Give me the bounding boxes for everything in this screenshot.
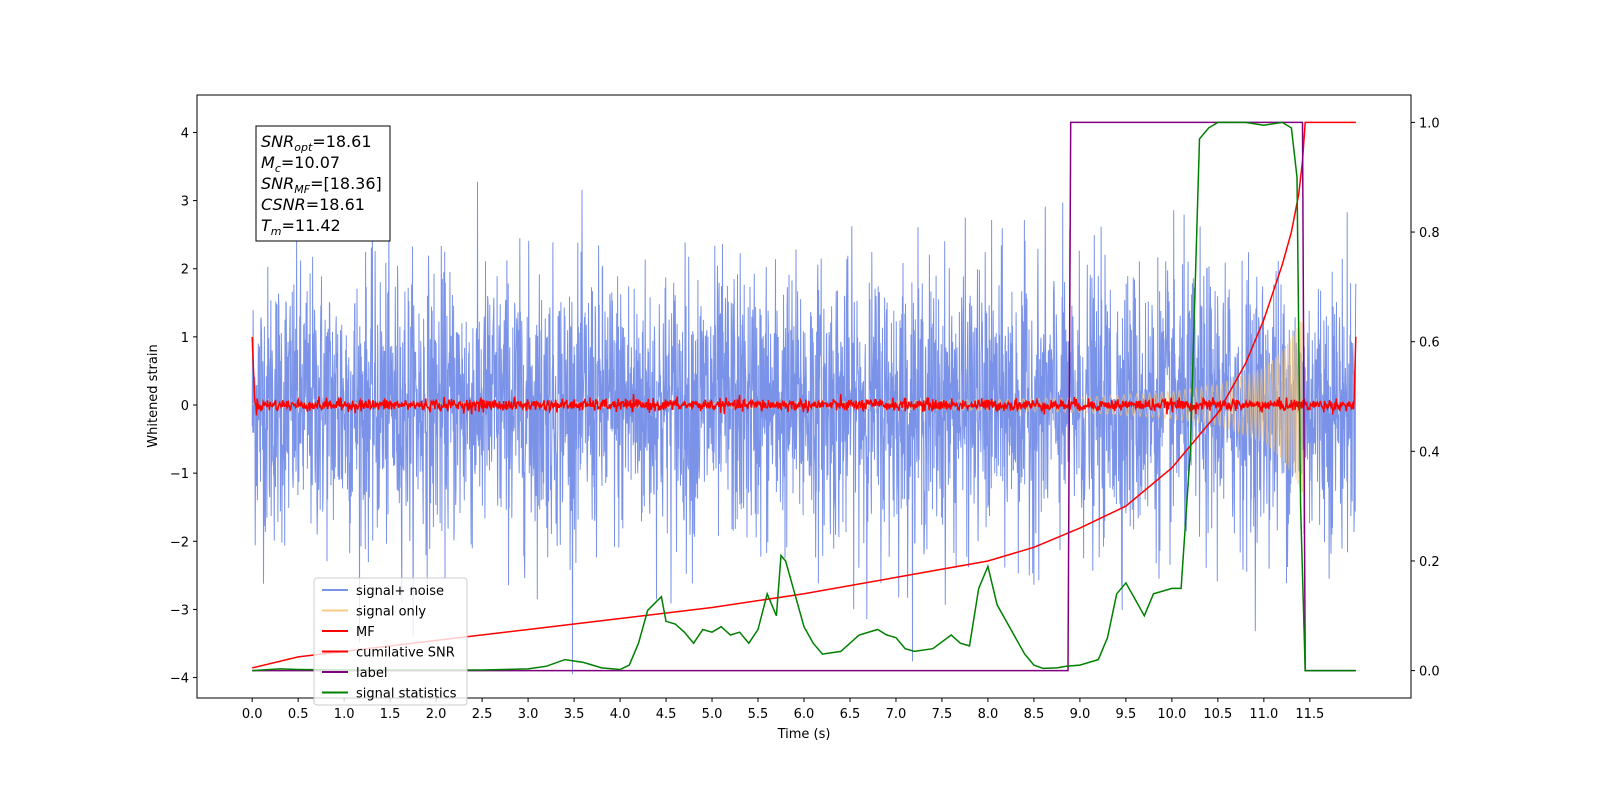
legend-entry: signal statistics bbox=[356, 687, 457, 702]
x-tick-label: 7.0 bbox=[886, 707, 907, 722]
y2-tick-label: 1.0 bbox=[1419, 116, 1440, 131]
y-tick-label: 3 bbox=[181, 195, 189, 210]
y-axis-label: Whitened strain bbox=[146, 344, 161, 447]
y-axis-ticks: 4 3 2 1 0 −1 −2 −3 −4 bbox=[170, 126, 197, 687]
annotation-line: Tm=11.42 bbox=[261, 216, 341, 238]
x-tick-label: 2.0 bbox=[426, 707, 447, 722]
x-tick-label: 1.5 bbox=[380, 707, 401, 722]
x-tick-label: 10.5 bbox=[1203, 707, 1232, 722]
annotation-line: CSNR=18.61 bbox=[261, 195, 365, 214]
x-tick-label: 11.0 bbox=[1249, 707, 1278, 722]
x-tick-label: 0.0 bbox=[242, 707, 263, 722]
annotation-box: SNRopt=18.61Mc=10.07SNRMF=[18.36]CSNR=18… bbox=[255, 125, 391, 242]
y-tick-label: −3 bbox=[170, 603, 189, 618]
series-cumulative-snr bbox=[252, 121, 1356, 669]
x-axis-ticks: 0.0 0.5 1.0 1.5 2.0 2.5 3.0 3.5 4.0 4.5 5.0 5.5 6.0 6… bbox=[242, 698, 1324, 722]
annotation-line: SNRopt=18.61 bbox=[261, 132, 372, 154]
legend-entry: signal+ noise bbox=[356, 584, 444, 599]
legend: signal+ noise signal only MF cumilative SNR… bbox=[313, 577, 468, 706]
x-tick-label: 2.5 bbox=[472, 707, 493, 722]
legend-entry: signal only bbox=[356, 605, 426, 620]
x-tick-label: 11.5 bbox=[1295, 707, 1324, 722]
y2-tick-label: 0.6 bbox=[1419, 336, 1440, 351]
y2-axis-ticks: 1.0 0.8 0.6 0.4 0.2 0.0 bbox=[1411, 116, 1440, 680]
y2-tick-label: 0.4 bbox=[1419, 445, 1440, 460]
x-tick-label: 3.0 bbox=[518, 707, 539, 722]
x-tick-label: 5.0 bbox=[702, 707, 723, 722]
legend-entry: label bbox=[356, 666, 387, 681]
x-tick-label: 5.5 bbox=[748, 707, 769, 722]
legend-entry: cumilative SNR bbox=[356, 646, 455, 661]
y-tick-label: −4 bbox=[170, 672, 189, 687]
y-tick-label: −2 bbox=[170, 535, 189, 550]
y-tick-label: 4 bbox=[181, 126, 189, 141]
legend-frame bbox=[313, 577, 468, 706]
x-tick-label: 9.5 bbox=[1116, 707, 1137, 722]
y-tick-label: 1 bbox=[181, 331, 189, 346]
x-tick-label: 10.0 bbox=[1157, 707, 1186, 722]
y-tick-label: 0 bbox=[181, 399, 189, 414]
x-axis-label: Time (s) bbox=[777, 727, 831, 742]
x-tick-label: 0.5 bbox=[288, 707, 309, 722]
x-tick-label: 9.0 bbox=[1070, 707, 1091, 722]
annotation-line: Mc=10.07 bbox=[261, 153, 340, 175]
annotation-box-frame bbox=[255, 125, 391, 242]
x-tick-label: 8.5 bbox=[1024, 707, 1045, 722]
series-signal-noise bbox=[251, 181, 1357, 675]
y2-tick-label: 0.2 bbox=[1419, 555, 1440, 570]
annotation-line: SNRMF=[18.36] bbox=[261, 174, 382, 196]
legend-entry: MF bbox=[356, 625, 375, 640]
x-tick-label: 8.0 bbox=[978, 707, 999, 722]
y-tick-label: −1 bbox=[170, 467, 189, 482]
x-tick-label: 4.0 bbox=[610, 707, 631, 722]
series-signal-statistics bbox=[252, 121, 1356, 672]
y-tick-label: 2 bbox=[181, 263, 189, 278]
x-tick-label: 7.5 bbox=[932, 707, 953, 722]
plot-area bbox=[251, 121, 1357, 675]
x-tick-label: 4.5 bbox=[656, 707, 677, 722]
x-tick-label: 1.0 bbox=[334, 707, 355, 722]
y2-tick-label: 0.8 bbox=[1419, 226, 1440, 241]
y2-tick-label: 0.0 bbox=[1419, 665, 1440, 680]
series-mf bbox=[251, 336, 1357, 416]
x-tick-label: 3.5 bbox=[564, 707, 585, 722]
x-tick-label: 6.5 bbox=[840, 707, 861, 722]
x-tick-label: 6.0 bbox=[794, 707, 815, 722]
